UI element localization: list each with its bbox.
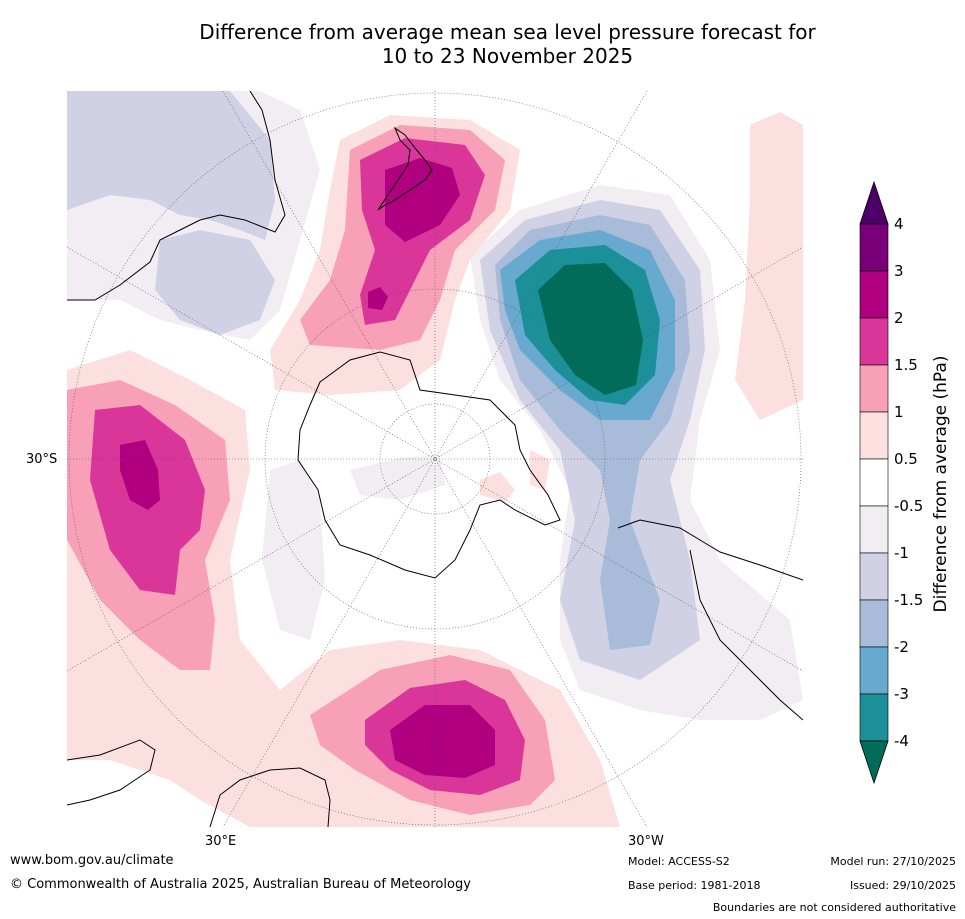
anomaly-pos2-nz <box>385 158 460 242</box>
title-line-2: 10 to 23 November 2025 <box>381 44 634 68</box>
colorbar-box <box>859 317 889 366</box>
colorbar-tick-label: 3 <box>894 262 904 280</box>
colorbar-box <box>859 505 889 554</box>
colorbar-tick-label: -3 <box>894 685 909 703</box>
axis-label-30w: 30°W <box>628 834 664 849</box>
anomaly-pos2-nz-small <box>368 287 388 310</box>
new-zealand-outline <box>377 126 433 211</box>
anomaly-pos2-south-australia <box>390 705 495 778</box>
title-line-1: Difference from average mean sea level p… <box>199 20 816 44</box>
footer-copyright: © Commonwealth of Australia 2025, Austra… <box>10 877 471 892</box>
anomaly-neg4-atlantic <box>538 263 643 395</box>
colorbar-tick-label: 1 <box>894 403 904 421</box>
colorbar-tick-label: -1 <box>894 544 909 562</box>
colorbar-box <box>859 364 889 413</box>
map-plot-area <box>67 91 803 827</box>
africa-outline <box>67 739 156 806</box>
south-australia-coast <box>209 767 331 827</box>
footer-model: Model: ACCESS-S2 <box>628 855 730 868</box>
colorbar-tick-label: 4 <box>894 215 904 233</box>
colorbar-tick-label: 1.5 <box>894 356 918 374</box>
chart-title: Difference from average mean sea level p… <box>60 20 955 68</box>
colorbar-tick-label: 2 <box>894 309 904 327</box>
australia-outline <box>67 91 286 301</box>
south-america-outline <box>617 519 803 721</box>
colorbar-box <box>859 223 889 272</box>
coastlines <box>67 91 803 827</box>
colorbar-title: Difference from average (hPa) <box>931 355 951 613</box>
anomaly-pos2-indian <box>120 440 160 510</box>
colorbar-box <box>859 646 889 695</box>
colorbar <box>859 180 889 785</box>
colorbar-box <box>859 270 889 319</box>
colorbar-tick-label: -0.5 <box>894 497 924 515</box>
colorbar-tick-label: 0.5 <box>894 450 918 468</box>
colorbar-tick-label: -4 <box>894 732 909 750</box>
anomaly-neg-antarctic-interior <box>350 455 445 500</box>
footer-model-run: Model run: 27/10/2025 <box>830 855 956 868</box>
colorbar-box <box>859 411 889 460</box>
colorbar-box <box>859 458 889 507</box>
colorbar-box <box>859 693 889 742</box>
anomaly-pos05-pacific <box>735 112 803 420</box>
axis-label-30e: 30°E <box>205 834 237 849</box>
graticule <box>67 91 803 827</box>
colorbar-tick-label: -1.5 <box>894 591 924 609</box>
footer-issued: Issued: 29/10/2025 <box>849 879 956 892</box>
anomaly-neg-indian-strip <box>262 460 325 640</box>
anomaly-neg1-australia-north <box>67 91 275 240</box>
footer-base-period: Base period: 1981-2018 <box>628 879 761 892</box>
axis-label-30s: 30°S <box>26 452 58 467</box>
anomaly-neg-bight <box>155 230 275 335</box>
footer-disclaimer: Boundaries are not considered authoritat… <box>712 901 956 914</box>
anomaly-pos05-weddell <box>480 472 515 502</box>
colorbar-box <box>859 599 889 648</box>
colorbar-tick-label: -2 <box>894 638 909 656</box>
anomaly-pos05-peninsula <box>530 450 550 490</box>
colorbar-bottom-arrow <box>859 740 889 785</box>
colorbar-top-arrow <box>859 180 889 225</box>
footer-website[interactable]: www.bom.gov.au/climate <box>10 853 174 868</box>
antarctica-outline <box>297 351 561 579</box>
colorbar-box <box>859 552 889 601</box>
